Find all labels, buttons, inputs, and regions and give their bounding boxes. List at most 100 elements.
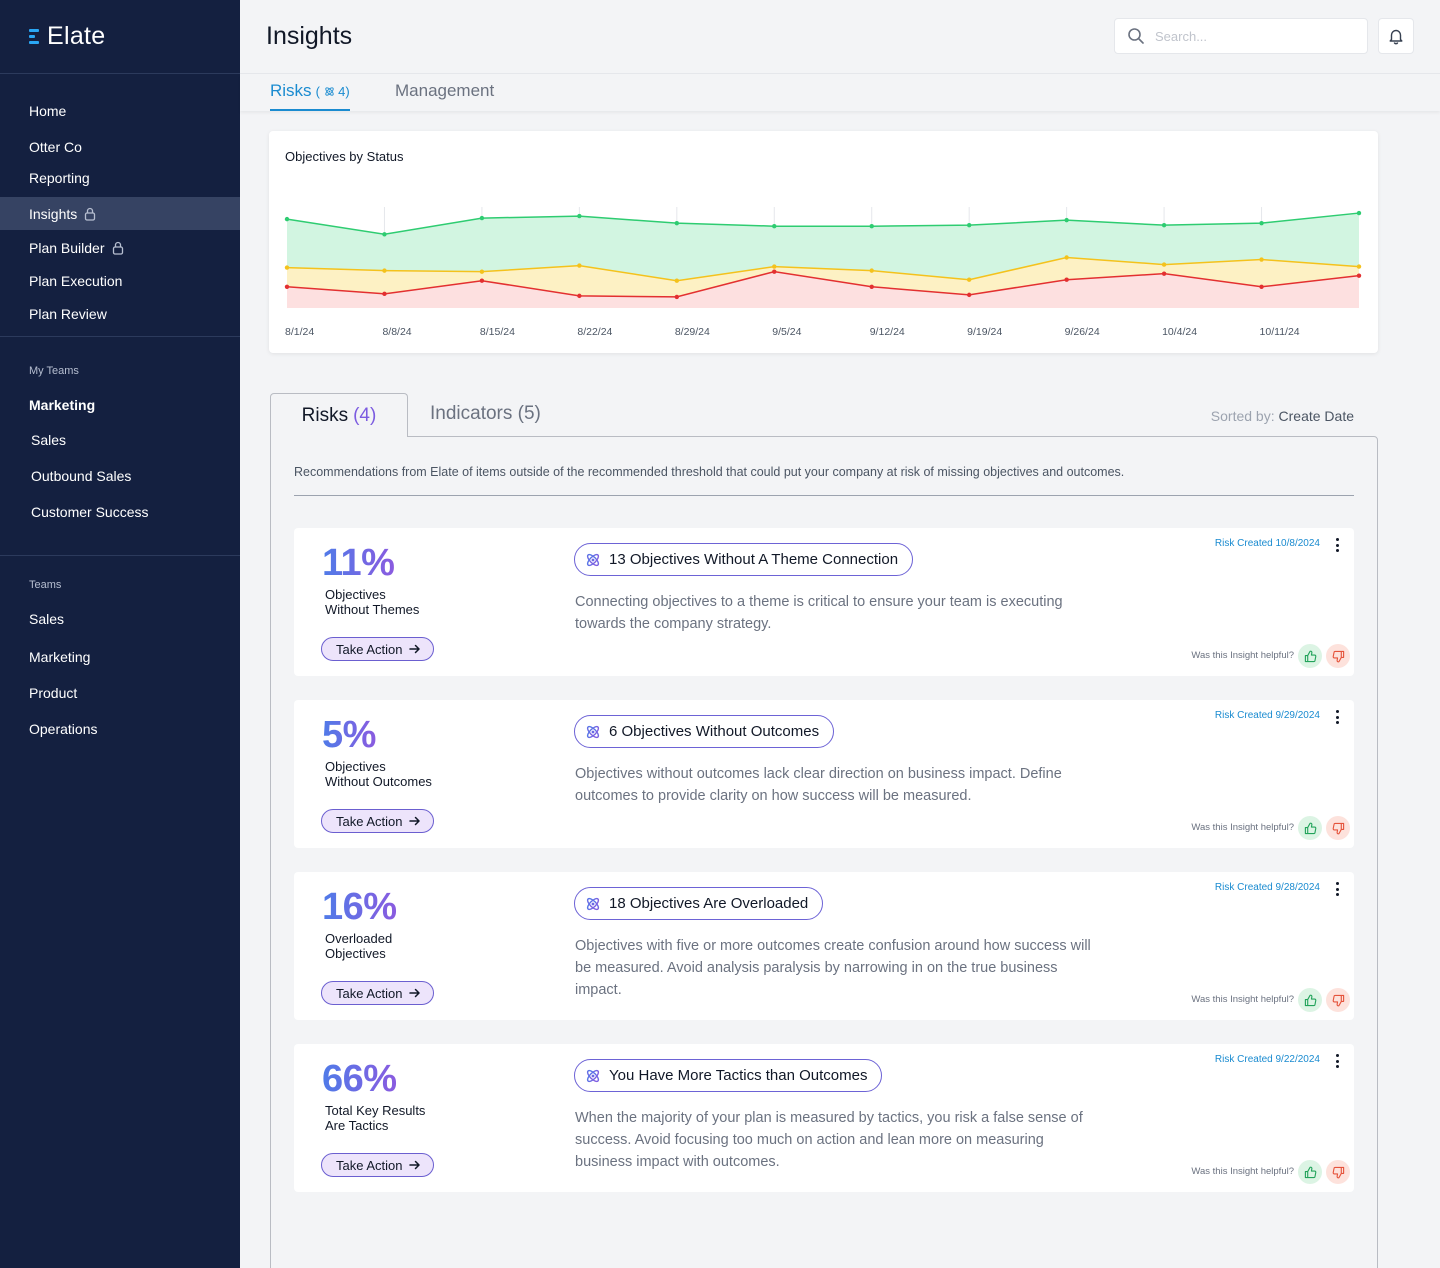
arrow-right-icon <box>408 1160 420 1170</box>
risk-metric-line: Objectives <box>325 946 386 961</box>
sidebar-item-label: Outbound Sales <box>31 467 132 484</box>
risk-title-pill[interactable]: 18 Objectives Are Overloaded <box>574 887 824 920</box>
thumbs-down-icon <box>1332 822 1344 834</box>
sidebar-item-label: Marketing <box>29 396 96 413</box>
chart-x-tick-label: 8/15/24 <box>480 326 515 338</box>
sidebar-item-outbound-sales[interactable]: Outbound Sales <box>0 459 240 492</box>
sidebar-item-reporting[interactable]: Reporting <box>0 161 240 194</box>
sidebar-item-my-marketing[interactable]: Marketing <box>0 388 240 421</box>
chart-point <box>772 269 777 274</box>
sidebar-item-otter-co[interactable]: Otter Co <box>0 130 240 163</box>
sidebar-item-plan-execution[interactable]: Plan Execution <box>0 264 240 297</box>
thumbs-down-button[interactable] <box>1326 644 1350 668</box>
sidebar-item-insights[interactable]: Insights <box>0 197 240 230</box>
sidebar-item-team-sales[interactable]: Sales <box>0 602 240 635</box>
chart-area-off-track <box>287 271 1359 308</box>
chart-line-at-risk <box>286 256 1360 282</box>
risk-metric-line: Total Key Results <box>325 1103 426 1118</box>
more-options-icon[interactable] <box>1331 1053 1343 1069</box>
sort-control[interactable]: Sorted by: Create Date <box>1211 408 1354 424</box>
search-box[interactable] <box>1114 18 1368 54</box>
chart-point <box>674 294 680 300</box>
helpful-prompt: Was this Insight helpful? <box>1191 1166 1294 1177</box>
thumbs-up-button[interactable] <box>1298 816 1322 840</box>
risk-title: 13 Objectives Without A Theme Connection <box>609 551 899 568</box>
atom-icon <box>586 1069 600 1082</box>
thumbs-up-button[interactable] <box>1298 644 1322 668</box>
thumbs-up-button[interactable] <box>1298 988 1322 1012</box>
risk-title-pill[interactable]: 6 Objectives Without Outcomes <box>574 715 835 748</box>
chart-point <box>1259 257 1264 262</box>
risk-metric-line: Overloaded <box>325 931 393 946</box>
risk-description: Connecting objectives to a theme is crit… <box>575 594 1063 632</box>
app-logo[interactable]: Elate <box>0 0 240 74</box>
risk-metric: Total Key Results Are Tactics <box>325 1103 475 1133</box>
sidebar-item-home[interactable]: Home <box>0 94 240 127</box>
thumbs-down-button[interactable] <box>1326 988 1350 1012</box>
tab-management[interactable]: Management <box>395 81 495 100</box>
chart-x-tick-label: 10/11/24 <box>1260 326 1300 338</box>
sort-label: Sorted by: <box>1210 408 1275 424</box>
thumbs-down-icon <box>1332 994 1344 1006</box>
thumbs-down-button[interactable] <box>1326 816 1350 840</box>
chart-title: Objectives by Status <box>285 149 404 164</box>
more-options-icon[interactable] <box>1331 709 1343 725</box>
risk-title-pill[interactable]: You Have More Tactics than Outcomes <box>574 1059 883 1092</box>
risk-metric-line: Are Tactics <box>325 1118 389 1133</box>
chart-line-off-track <box>286 270 1360 298</box>
sidebar-item-plan-review[interactable]: Plan Review <box>0 297 240 330</box>
sidebar-item-customer-success[interactable]: Customer Success <box>0 495 240 528</box>
chart-point <box>674 278 680 283</box>
sidebar-item-label: Plan Review <box>29 305 107 322</box>
helpful-prompt: Was this Insight helpful? <box>1191 994 1294 1005</box>
chart-point <box>382 291 387 297</box>
risk-title-pill[interactable]: 13 Objectives Without A Theme Connection <box>574 543 914 576</box>
my-teams-heading: My Teams <box>29 365 79 377</box>
take-action-button[interactable]: Take Action <box>321 981 434 1005</box>
lock-icon <box>85 207 96 221</box>
thumbs-up-button[interactable] <box>1298 1160 1322 1184</box>
sidebar-item-team-product[interactable]: Product <box>0 676 240 709</box>
risk-created-date: Risk Created 9/22/2024 <box>1214 1054 1320 1065</box>
risk-created-date: Risk Created 9/29/2024 <box>1214 710 1320 721</box>
tab-risks-panel[interactable]: Risks (4) <box>270 393 408 437</box>
chart-point <box>674 220 680 226</box>
chart-x-tick-label: 9/12/24 <box>870 326 905 338</box>
sidebar-item-my-sales[interactable]: Sales <box>0 423 240 456</box>
take-action-button[interactable]: Take Action <box>321 637 434 661</box>
more-options-icon[interactable] <box>1331 881 1343 897</box>
thumbs-up-icon <box>1304 1166 1316 1178</box>
chart-point <box>1356 264 1362 269</box>
take-action-button[interactable]: Take Action <box>321 809 434 833</box>
thumbs-down-button[interactable] <box>1326 1160 1350 1184</box>
take-action-label: Take Action <box>336 985 403 1001</box>
sidebar-item-team-operations[interactable]: Operations <box>0 712 240 745</box>
notifications-button[interactable] <box>1378 18 1414 54</box>
risk-metric: Objectives Without Themes <box>325 587 475 617</box>
teams-heading: Teams <box>29 579 62 591</box>
risk-percent: 5% <box>322 714 376 756</box>
chart-line-on-track <box>286 212 1360 236</box>
chart-point <box>869 223 874 229</box>
take-action-button[interactable]: Take Action <box>321 1153 434 1177</box>
sidebar-item-team-marketing[interactable]: Marketing <box>0 640 240 673</box>
risk-description: Objectives without outcomes lack clear d… <box>575 766 1062 804</box>
sidebar-item-label: Marketing <box>29 648 91 665</box>
risk-description: When the majority of your plan is measur… <box>575 1110 1083 1170</box>
sidebar-item-label: Sales <box>31 431 67 448</box>
sort-value: Create Date <box>1278 408 1354 424</box>
more-options-icon[interactable] <box>1331 537 1343 553</box>
chart-x-tick-label: 8/8/24 <box>382 326 411 338</box>
sidebar-item-plan-builder[interactable]: Plan Builder <box>0 231 240 264</box>
tab-indicators[interactable]: Indicators (5) <box>430 403 541 424</box>
tab-label: Risks <box>301 404 349 426</box>
take-action-label: Take Action <box>336 641 403 657</box>
page-title: Insights <box>266 22 353 50</box>
chart-point <box>1064 255 1069 260</box>
chart-point <box>479 269 485 274</box>
tab-risks[interactable]: Risks( 4) <box>270 81 350 111</box>
risk-created-date: Risk Created 10/8/2024 <box>1214 538 1320 549</box>
search-input[interactable] <box>1155 28 1355 44</box>
chart-point <box>1259 220 1264 226</box>
risk-card: 11% Objectives Without Themes Take Action… <box>294 528 1354 676</box>
